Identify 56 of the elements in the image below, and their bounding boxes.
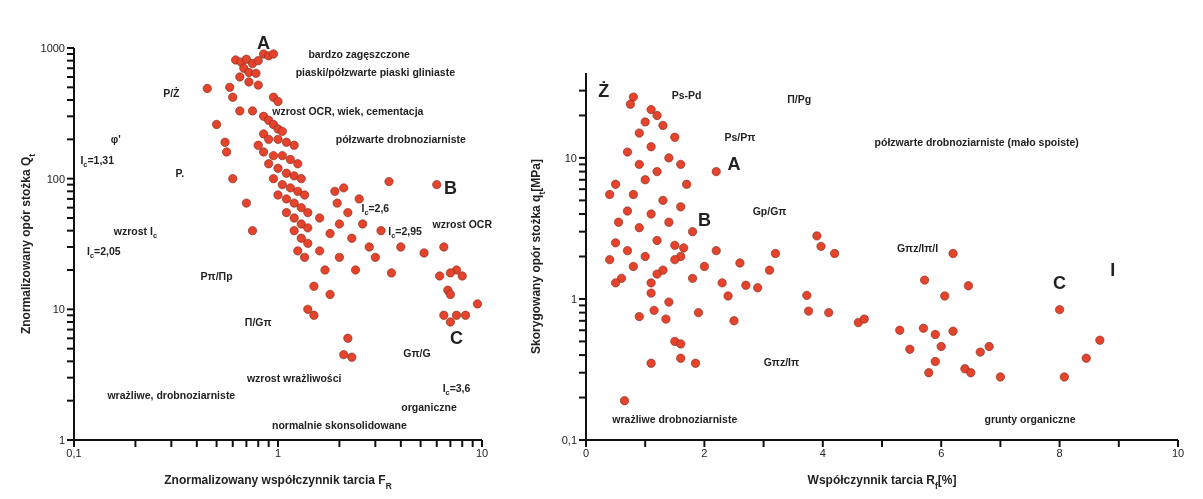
annotation: Ps-Pd — [671, 88, 702, 101]
annotation: Gπz/Iπ — [763, 355, 800, 368]
annotation: P. — [175, 167, 185, 180]
y-tick-label: 0,1 — [561, 433, 577, 446]
x-tick-label: 6 — [938, 446, 945, 459]
annotation: wzrost OCR — [431, 217, 493, 230]
annotation: Gπz/Iπ/I — [896, 241, 939, 254]
annotation: I$_{c}$=2,05 — [87, 244, 121, 260]
annotation: Ps/Pπ — [724, 131, 756, 144]
x-tick-label: 4 — [819, 446, 826, 459]
annotation: A — [257, 32, 271, 53]
annotation: półzwarte drobnoziarniste (mało spoiste) — [874, 135, 1079, 148]
annotation: piaski/półzwarte piaski gliniaste — [295, 66, 456, 79]
annotation: organiczne — [401, 400, 457, 413]
x-tick-label: 0 — [582, 446, 590, 459]
annotation: P/Ż — [163, 87, 181, 100]
x-axis-title: Współczynnik tarcia R$_{f}$[%] — [807, 473, 957, 491]
annotation: A — [727, 154, 741, 175]
annotation: Gp/Gπ — [752, 205, 787, 218]
annotation: C — [450, 328, 464, 349]
x-tick-label: 10 — [1171, 446, 1185, 459]
annotation: wzrost I$_{c}$ — [112, 224, 157, 240]
annotation: wzrost wrażliwości — [245, 371, 342, 384]
annotation: I — [1110, 260, 1116, 281]
annotation: grunty organiczne — [984, 413, 1076, 426]
x-tick-label: 1 — [274, 446, 282, 459]
annotation: B — [443, 177, 457, 198]
annotation: normalnie skonsolidowane — [272, 419, 407, 432]
x-tick-label: 8 — [1056, 446, 1063, 459]
annotation: I$_{c}$=1,31 — [80, 153, 115, 169]
annotation: Gπ/G — [403, 347, 431, 360]
annotation: Π/Gπ — [244, 316, 272, 328]
y-tick-label: 100 — [46, 172, 65, 185]
annotation: wzrost OCR, wiek, cementacja — [271, 104, 424, 117]
annotation: C — [1053, 272, 1067, 293]
annotation: B — [697, 210, 711, 231]
annotation: Π/Pg — [787, 93, 812, 106]
x-tick-label: 2 — [701, 446, 708, 459]
x-axis-title: Znormalizowany współczynnik tarcia F$_{R}$ — [164, 473, 392, 491]
annotation: bardzo zagęszczone — [308, 47, 411, 60]
x-tick-label: 10 — [475, 446, 489, 459]
x-tick-label: 0,1 — [66, 446, 82, 459]
annotation: wrażliwe, drobnoziarniste — [106, 389, 236, 402]
annotation: I$_{c}$=2,6 — [361, 201, 390, 217]
annotation: I$_{c}$=2,95 — [388, 224, 423, 240]
annotation: wrażliwe drobnoziarniste — [611, 413, 738, 426]
annotation: Ż — [598, 80, 610, 101]
y-tick-label: 10 — [564, 151, 577, 164]
annotation: Pπ/Πp — [200, 269, 233, 282]
annotation: I$_{c}$=3,6 — [442, 382, 471, 397]
y-tick-label: 1 — [58, 433, 65, 446]
annotation: półzwarte drobnoziarniste — [335, 133, 467, 146]
y-tick-label: 10 — [52, 303, 65, 316]
y-tick-label: 1000 — [40, 41, 65, 54]
y-tick-label: 1 — [570, 292, 577, 305]
annotation: φ' — [110, 133, 121, 146]
